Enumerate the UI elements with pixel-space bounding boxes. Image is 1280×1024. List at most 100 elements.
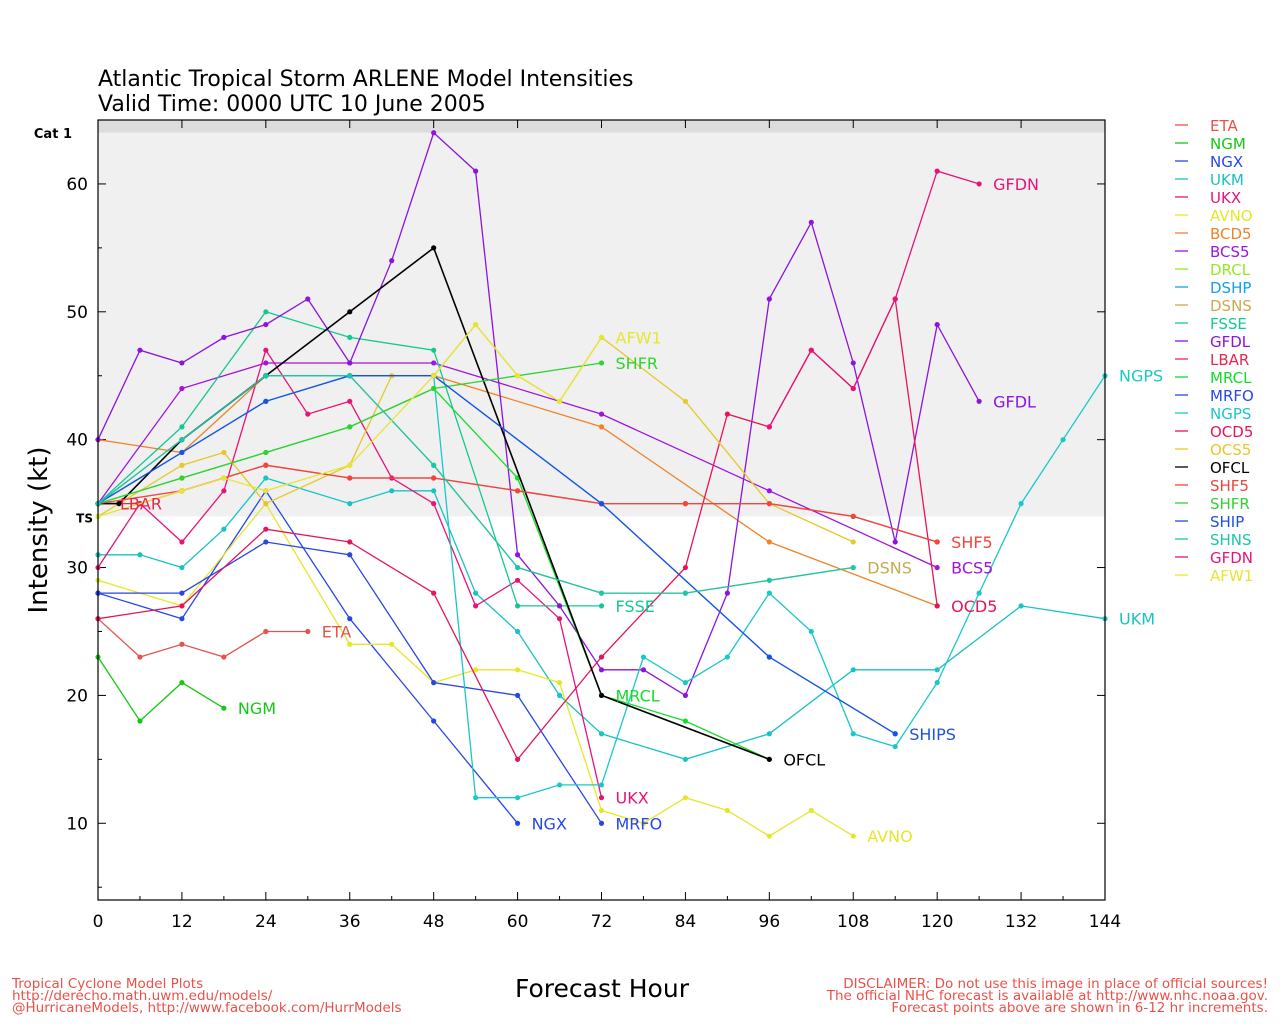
data-point xyxy=(808,347,814,353)
data-point xyxy=(808,219,814,225)
data-point xyxy=(724,590,730,596)
data-point xyxy=(263,462,269,468)
data-point xyxy=(347,373,353,379)
data-point xyxy=(682,564,689,571)
plot-frame xyxy=(97,119,1106,901)
data-point xyxy=(347,616,353,622)
series-ukx xyxy=(95,347,605,801)
data-point xyxy=(598,782,605,788)
x-tick-label: 24 xyxy=(255,912,277,932)
legend-entry-ngx: NGX xyxy=(1210,153,1243,171)
series-line xyxy=(97,311,602,607)
data-point xyxy=(598,590,605,596)
data-point xyxy=(179,385,185,392)
series-gfdl xyxy=(95,130,982,699)
series-line xyxy=(97,131,980,697)
data-point xyxy=(305,411,311,417)
legend: ETANGMNGXUKMUKXAVNOBCD5BCS5DRCLDSHPDSNSF… xyxy=(1175,117,1254,585)
data-point xyxy=(179,437,185,443)
data-point xyxy=(1018,603,1024,609)
data-point xyxy=(221,334,227,340)
data-point xyxy=(766,539,772,545)
data-point xyxy=(179,590,185,596)
data-point xyxy=(934,667,940,673)
legend-entry-ngm: NGM xyxy=(1210,135,1246,153)
data-point xyxy=(934,539,940,545)
data-point xyxy=(179,462,185,468)
data-point xyxy=(640,820,647,826)
data-point xyxy=(347,334,353,340)
data-point xyxy=(514,373,521,379)
data-point xyxy=(682,756,689,762)
chart-subtitle: Valid Time: 0000 UTC 10 June 2005 xyxy=(98,92,486,117)
data-point xyxy=(221,705,227,711)
data-point xyxy=(347,641,353,647)
legend-entry-shf5: SHF5 xyxy=(1210,477,1249,495)
end-label-ukm: UKM xyxy=(1119,610,1155,629)
data-point xyxy=(347,501,353,507)
data-point xyxy=(347,398,353,404)
data-point xyxy=(431,360,437,366)
legend-entry-gfdl: GFDL xyxy=(1210,333,1251,351)
data-point xyxy=(766,424,772,430)
data-point xyxy=(556,692,563,699)
data-point xyxy=(850,833,856,839)
data-point xyxy=(137,347,143,353)
end-label-ocd5: OCD5 xyxy=(951,597,997,616)
data-point xyxy=(179,475,185,481)
data-point xyxy=(976,398,982,404)
series-shns xyxy=(95,373,856,596)
data-point xyxy=(179,564,185,571)
x-tick-label: 48 xyxy=(423,912,445,932)
data-point xyxy=(1018,501,1024,507)
data-point xyxy=(640,667,647,673)
data-point xyxy=(514,564,521,571)
data-point xyxy=(640,654,647,660)
x-tick-label: 132 xyxy=(1005,912,1037,932)
series-line xyxy=(97,375,896,735)
legend-entry-ofcl: OFCL xyxy=(1210,459,1250,477)
x-tick-label: 12 xyxy=(171,912,193,932)
data-point xyxy=(179,360,185,366)
footer-left-line: Tropical Cyclone Model Plots xyxy=(11,976,203,992)
series-line xyxy=(98,477,1106,760)
data-point xyxy=(179,488,185,494)
data-point xyxy=(473,603,479,609)
legend-entry-bcd5: BCD5 xyxy=(1210,225,1252,243)
data-point xyxy=(934,321,940,328)
data-point xyxy=(431,462,437,468)
end-label-eta: ETA xyxy=(322,622,352,641)
series-ukm xyxy=(95,475,1108,762)
data-point xyxy=(766,756,772,762)
x-tick-label: 144 xyxy=(1089,912,1121,932)
data-point xyxy=(179,680,185,686)
series-line xyxy=(97,362,602,505)
y-axis-label: Intensity (kt) xyxy=(24,447,54,614)
legend-entry-afw1: AFW1 xyxy=(1210,567,1253,585)
legend-entry-eta: ETA xyxy=(1210,117,1238,135)
footer-right-line: Forecast points above are shown in 6-12 … xyxy=(891,1000,1268,1016)
legend-entry-shns: SHNS xyxy=(1210,531,1252,549)
data-point xyxy=(389,488,395,494)
data-point xyxy=(892,296,898,302)
data-point xyxy=(514,692,521,699)
y-tick-label: 40 xyxy=(66,431,88,451)
footer-right-line: The official NHC forecast is available a… xyxy=(826,988,1268,1004)
data-point xyxy=(431,347,437,353)
data-point xyxy=(934,168,940,174)
end-label-ngx: NGX xyxy=(532,814,567,833)
data-point xyxy=(137,718,143,724)
data-point xyxy=(179,616,185,622)
series-mrfo xyxy=(95,539,605,826)
data-point xyxy=(116,501,122,507)
end-label-mrcl: MRCL xyxy=(616,686,660,705)
series-lines xyxy=(95,130,1108,839)
data-point xyxy=(263,488,269,494)
x-tick-label: 72 xyxy=(591,912,613,932)
series-avno xyxy=(95,501,856,839)
data-point xyxy=(892,743,898,750)
legend-entry-shfr: SHFR xyxy=(1210,495,1250,513)
data-point xyxy=(598,654,605,660)
data-point xyxy=(347,462,353,468)
data-point xyxy=(514,628,521,635)
